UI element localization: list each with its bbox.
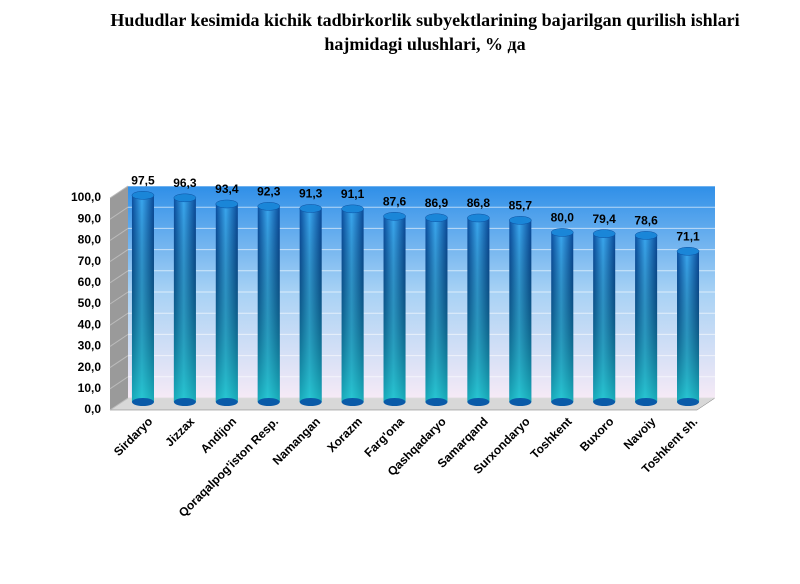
bar-bottom <box>677 398 700 406</box>
bar-top <box>173 193 197 203</box>
x-tick-label: Jizzax <box>162 414 197 449</box>
bar-bottom <box>551 398 574 406</box>
grid-line-side <box>109 333 129 347</box>
value-label: 71,1 <box>676 229 700 243</box>
grid-line-side <box>109 270 129 284</box>
bar-bottom <box>383 398 406 406</box>
bar-bottom <box>509 398 532 406</box>
grid-line-side <box>109 249 129 263</box>
y-tick-label: 40,0 <box>78 317 102 331</box>
y-tick-label: 60,0 <box>78 275 102 289</box>
bar-shade <box>551 232 574 402</box>
bar-shade <box>425 217 448 402</box>
grid-line-side <box>109 227 129 241</box>
bar-top <box>383 212 406 221</box>
y-tick-label: 70,0 <box>78 254 102 268</box>
x-tick-label: Andijon <box>198 414 239 455</box>
grid-line-side <box>109 355 129 369</box>
bar-shade <box>383 216 406 402</box>
grid-line-side <box>109 185 129 199</box>
y-tick-label: 0,0 <box>84 402 101 416</box>
value-label: 91,1 <box>341 187 365 201</box>
x-tick-label: Buxoro <box>577 414 617 454</box>
value-label: 91,3 <box>299 187 323 201</box>
value-label: 78,6 <box>634 214 658 228</box>
bar-shade <box>173 197 196 402</box>
grid-line-side <box>109 206 129 220</box>
y-tick-label: 30,0 <box>78 339 102 353</box>
bar-top <box>467 213 490 223</box>
value-label: 85,7 <box>509 198 533 212</box>
bar-shade <box>677 251 700 402</box>
bar-top <box>592 229 616 238</box>
value-label: 86,8 <box>467 196 491 210</box>
bar-bottom <box>215 398 238 406</box>
bar-bottom <box>425 398 448 406</box>
bar-shade <box>635 235 658 402</box>
value-label: 87,6 <box>383 194 407 208</box>
bar-top <box>551 228 574 237</box>
bar-bottom <box>593 398 616 406</box>
value-label: 93,4 <box>215 182 239 196</box>
bar-shade <box>467 217 490 402</box>
value-label: 92,3 <box>257 184 281 198</box>
grid-line-side <box>109 376 129 390</box>
bar-top <box>634 231 658 240</box>
bar-bottom <box>341 398 364 406</box>
y-tick-label: 50,0 <box>78 296 102 310</box>
bar-shade <box>509 220 532 402</box>
x-tick-label: Sirdaryo <box>111 414 155 458</box>
bar-shade <box>215 203 238 402</box>
value-label: 97,5 <box>131 173 155 187</box>
bar-bottom <box>635 398 658 406</box>
bar-bottom <box>173 398 196 406</box>
grid-line-side <box>109 291 129 305</box>
y-tick-label: 10,0 <box>78 381 102 395</box>
bar-shade <box>341 208 364 402</box>
grid-line-side <box>109 397 129 411</box>
floor <box>109 397 716 411</box>
bar-bottom <box>257 398 280 406</box>
x-tick-label: Navoiy <box>621 414 659 452</box>
bar-shade <box>257 206 280 402</box>
bar-top <box>509 216 532 225</box>
bar-top <box>257 202 280 211</box>
bar-top <box>131 191 155 200</box>
bar-top <box>215 199 239 209</box>
chart-title: Hududlar kesimida kichik tadbirkorlik su… <box>110 10 740 54</box>
bar-top <box>299 204 322 213</box>
bar-bottom <box>467 398 490 406</box>
bar-shade <box>131 195 154 402</box>
y-tick-label: 100,0 <box>71 190 101 204</box>
bar-bottom <box>131 398 154 406</box>
y-tick-label: 20,0 <box>78 360 102 374</box>
bar-shade <box>593 233 616 402</box>
bar-bottom <box>299 398 322 406</box>
y-tick-label: 90,0 <box>78 211 102 225</box>
bar-top <box>425 213 448 223</box>
grid-line-side <box>109 312 129 326</box>
bar-top <box>676 247 700 256</box>
bar-top <box>341 204 364 214</box>
value-label: 86,9 <box>425 196 449 210</box>
x-tick-label: Toshkent <box>528 414 575 461</box>
value-label: 80,0 <box>551 211 575 225</box>
value-label: 96,3 <box>173 176 197 190</box>
value-label: 79,4 <box>592 212 616 226</box>
y-tick-label: 80,0 <box>78 233 102 247</box>
bar-shade <box>299 208 322 402</box>
x-tick-label: Xorazm <box>324 414 365 455</box>
